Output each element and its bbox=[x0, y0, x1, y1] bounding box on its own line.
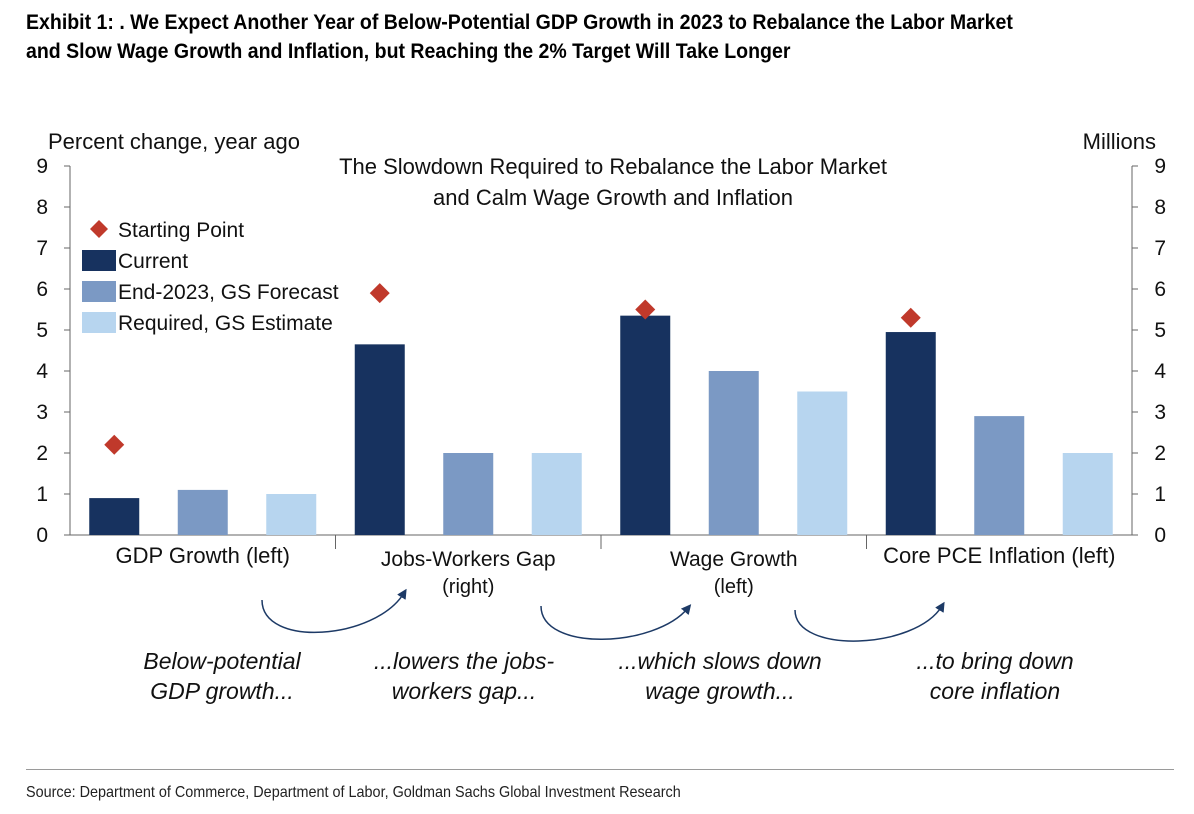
y-tick-label-left: 3 bbox=[36, 401, 48, 424]
annotation-text: wage growth... bbox=[645, 678, 795, 704]
y-tick-label-right: 0 bbox=[1154, 524, 1166, 547]
bar-current bbox=[89, 498, 140, 535]
flow-arrow bbox=[794, 601, 945, 642]
y-tick-label-right: 7 bbox=[1154, 237, 1166, 260]
bar-current bbox=[620, 315, 671, 535]
y-tick-label-left: 0 bbox=[36, 524, 48, 547]
legend-swatch bbox=[82, 312, 116, 333]
exhibit-title-line-2: and Slow Wage Growth and Inflation, but … bbox=[26, 40, 791, 63]
source-note: Source: Department of Commerce, Departme… bbox=[26, 784, 681, 801]
y-tick-label-right: 8 bbox=[1154, 196, 1166, 219]
annotation-text: ...to bring down bbox=[916, 648, 1073, 674]
bar-forecast bbox=[443, 453, 494, 535]
starting-point-marker bbox=[369, 283, 390, 304]
bar-chart: 0 0 1 1 2 2 3 3 4 4 5 5 6 6 7 7 8 8 9 9 Starting Point Curre… bbox=[36, 129, 1166, 704]
category-label: GDP Growth (left) bbox=[116, 543, 290, 568]
category-label: Core PCE Inflation (left) bbox=[883, 543, 1115, 568]
y-tick-label-right: 3 bbox=[1154, 401, 1166, 424]
flow-arrow bbox=[261, 588, 407, 634]
y-tick-label-right: 9 bbox=[1154, 155, 1166, 178]
starting-point-marker bbox=[104, 434, 125, 455]
exhibit-title: Exhibit 1: . We Expect Another Year of B… bbox=[26, 8, 1096, 66]
y-axis-label-right: Millions bbox=[1083, 129, 1156, 154]
legend-swatch bbox=[82, 250, 116, 271]
starting-point-markers bbox=[104, 283, 921, 455]
legend: Starting Point Current End-2023, GS Foreca… bbox=[82, 219, 339, 335]
bar-current bbox=[885, 332, 936, 535]
legend-label-starting-point: Starting Point bbox=[118, 219, 244, 242]
annotation-text: Below-potential bbox=[143, 648, 301, 674]
category-label: Jobs-Workers Gap bbox=[381, 548, 556, 571]
bars bbox=[89, 315, 1113, 535]
legend-label: End-2023, GS Forecast bbox=[118, 281, 339, 304]
exhibit-title-line-1: Exhibit 1: . We Expect Another Year of B… bbox=[26, 11, 1013, 34]
category-label: (right) bbox=[442, 576, 494, 598]
y-tick-label-right: 6 bbox=[1154, 278, 1166, 301]
chart-title-line: and Calm Wage Growth and Inflation bbox=[433, 185, 793, 210]
category-label: (left) bbox=[714, 576, 754, 598]
annotation-text: ...which slows down bbox=[618, 648, 821, 674]
bar-required bbox=[531, 453, 582, 535]
source-divider bbox=[26, 769, 1174, 770]
bar-current bbox=[354, 344, 405, 535]
y-tick-label-left: 4 bbox=[36, 360, 48, 383]
y-tick-label-left: 1 bbox=[36, 483, 48, 506]
bar-forecast bbox=[177, 489, 228, 535]
bar-required bbox=[266, 494, 317, 535]
y-tick-label-left: 7 bbox=[36, 237, 48, 260]
legend-label: Current bbox=[118, 250, 188, 273]
y-tick-label-right: 5 bbox=[1154, 319, 1166, 342]
bar-forecast bbox=[708, 371, 759, 535]
legend-label: Required, GS Estimate bbox=[118, 312, 333, 335]
y-tick-label-right: 1 bbox=[1154, 483, 1166, 506]
y-tick-label-left: 2 bbox=[36, 442, 48, 465]
y-tick-label-right: 4 bbox=[1154, 360, 1166, 383]
chart-title-line: The Slowdown Required to Rebalance the L… bbox=[339, 154, 887, 179]
y-tick-label-left: 9 bbox=[36, 155, 48, 178]
bar-required bbox=[1062, 453, 1113, 535]
flow-arrow bbox=[540, 604, 692, 640]
starting-point-marker bbox=[900, 307, 921, 328]
y-tick-label-right: 2 bbox=[1154, 442, 1166, 465]
bar-required bbox=[797, 391, 848, 535]
annotation-text: workers gap... bbox=[392, 678, 536, 704]
y-tick-label-left: 8 bbox=[36, 196, 48, 219]
bar-forecast bbox=[974, 416, 1025, 535]
y-tick-label-left: 5 bbox=[36, 319, 48, 342]
starting-point-marker bbox=[635, 299, 656, 320]
annotations: Below-potential GDP growth... ...lowers th… bbox=[143, 588, 1074, 704]
annotation-text: GDP growth... bbox=[150, 678, 294, 704]
chart-labels: Percent change, year ago Millions The Slow… bbox=[48, 129, 1156, 598]
annotation-text: core inflation bbox=[930, 678, 1060, 704]
y-axis-label-left: Percent change, year ago bbox=[48, 129, 300, 154]
annotation-text: ...lowers the jobs- bbox=[374, 648, 555, 674]
category-label: Wage Growth bbox=[670, 548, 798, 571]
y-tick-label-left: 6 bbox=[36, 278, 48, 301]
axes: 0 0 1 1 2 2 3 3 4 4 5 5 6 6 7 7 8 8 9 9 bbox=[36, 155, 1166, 549]
legend-marker-starting-point bbox=[90, 220, 108, 238]
legend-swatch bbox=[82, 281, 116, 302]
